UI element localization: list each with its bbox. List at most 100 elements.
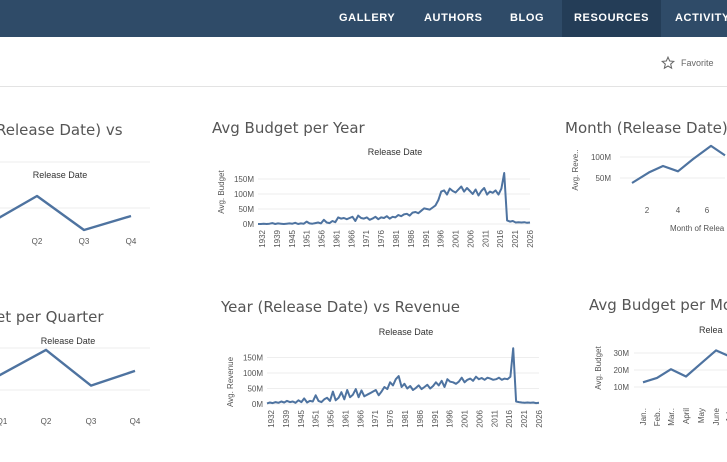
x-tick-label: 2001 [452,229,461,247]
x-tick-label: 2006 [466,229,475,247]
x-tick-label: 1981 [401,409,410,427]
view-title: Avg Budget per Mon [589,296,727,314]
x-tick-label: 1939 [282,409,291,427]
x-tick-label: 1991 [431,409,440,427]
series-line [266,347,540,405]
x-tick-label: 1956 [327,409,336,427]
x-tick-label: 6 [705,206,710,215]
y-tick-label: 50M [247,385,263,394]
x-tick-label: 2011 [490,409,499,427]
budget-per-quarter-chart[interactable]: Release Date Q1 Q2 Q3 Q4 [0,332,170,432]
x-tick-label: Feb.. [653,408,662,426]
x-tick-label: 1996 [437,229,446,247]
x-tick-label: 1966 [356,409,365,427]
nav-resources[interactable]: RESOURCES [562,0,662,37]
x-tick-label: 2011 [481,229,490,247]
series-line [631,144,726,184]
x-tick-label: Mar.. [667,408,676,426]
x-tick-label: 1932 [267,409,276,427]
view-title: et per Quarter [0,308,104,326]
nav-authors[interactable]: AUTHORS [424,12,483,24]
y-axis-label: Avg. Reve.. [571,149,580,190]
x-tick-label: 2021 [511,229,520,247]
y-tick-label: 150M [234,175,254,184]
series-line [0,348,136,387]
month-revenue-chart[interactable]: Avg. Reve.. 50M 100M 2 4 6 Month of Relea [565,140,727,240]
y-axis-label: Avg. Revenue [226,356,235,407]
series-line [642,349,727,384]
x-tick-label: 1971 [362,229,371,247]
x-tick-label: Q1 [0,417,8,426]
x-tick-label: 1986 [407,229,416,247]
x-tick-label: 2016 [505,409,514,427]
favorite-button[interactable]: Favorite [661,55,714,71]
x-tick-label: Q4 [130,417,141,426]
x-tick-label: 1939 [273,229,282,247]
budget-per-month-chart[interactable]: Relea Avg. Budget 10M 20M 30M Jan.. Feb.. Mar..… [589,320,727,455]
x-tick-label: Q2 [32,237,43,246]
x-tick-label: 1966 [347,229,356,247]
x-tick-label: Q3 [79,237,90,246]
x-tick-label: 1976 [377,229,386,247]
y-tick-label: 100M [243,369,263,378]
x-tick-label: 2006 [475,409,484,427]
y-tick-label: 50M [238,205,254,214]
x-tick-label: May [697,408,706,423]
y-tick-label: 0M [243,220,254,229]
quarter-line-chart[interactable]: Release Date Q2 Q3 Q4 [0,160,170,255]
view-title: Release Date) vs [0,121,123,139]
year-revenue-chart[interactable]: Release Date Avg. Revenue 0M 50M 100M 150M 193… [221,322,551,457]
y-tick-label: 0M [252,400,263,409]
view-title: Year (Release Date) vs Revenue [221,298,461,316]
x-tick-label: 1971 [371,409,380,427]
top-nav-bar: GALLERY AUTHORS BLOG RESOURCES ACTIVITY [0,0,727,37]
x-tick-label: July [725,408,727,422]
x-tick-label: 2026 [526,229,535,247]
x-tick-label: June [712,407,721,425]
chart-caption: Release Date [368,147,423,157]
x-tick-label: 1951 [312,409,321,427]
y-tick-label: 20M [613,366,629,375]
x-tick-label: 2021 [520,409,529,427]
budget-per-year-chart[interactable]: Release Date Avg. Budget 0M 50M 100M 150M 1932… [212,140,542,260]
y-tick-label: 100M [234,190,254,199]
x-tick-label: 1981 [392,229,401,247]
view-title: Avg Budget per Year [212,119,365,137]
x-tick-label: 2026 [535,409,544,427]
x-tick-label: Q4 [126,237,137,246]
nav-gallery[interactable]: GALLERY [339,12,396,24]
x-tick-label: 1956 [318,229,327,247]
toolbar-divider [0,86,727,87]
x-tick-label: Q2 [41,417,52,426]
x-tick-label: 1976 [386,409,395,427]
chart-caption: Relea [699,325,723,335]
x-tick-label: 2001 [461,409,470,427]
x-tick-label: 1986 [416,409,425,427]
x-tick-label: 1961 [332,229,341,247]
x-tick-label: Q3 [86,417,97,426]
x-tick-label: 1991 [422,229,431,247]
y-tick-label: 150M [243,354,263,363]
x-tick-label: 1951 [303,229,312,247]
y-tick-label: 10M [613,383,629,392]
chart-caption: Release Date [33,170,88,180]
x-tick-label: 2016 [496,229,505,247]
x-tick-label: 1945 [288,229,297,247]
x-tick-label: 2 [645,206,650,215]
y-tick-label: 50M [595,174,611,183]
x-tick-label: Jan.. [639,408,648,425]
y-axis-label: Avg. Budget [594,346,603,390]
x-tick-label: 1996 [446,409,455,427]
nav-blog[interactable]: BLOG [510,12,545,24]
chart-caption: Release Date [379,327,434,337]
x-tick-label: 1945 [297,409,306,427]
star-outline-icon [661,56,675,70]
y-axis-label: Avg. Budget [217,170,226,214]
x-tick-label: April [682,408,691,424]
nav-activity[interactable]: ACTIVITY [675,12,727,24]
series-line [0,194,132,232]
y-tick-label: 30M [613,349,629,358]
x-tick-label: 1961 [341,409,350,427]
y-tick-label: 100M [591,153,611,162]
x-tick-label: 1932 [258,229,267,247]
